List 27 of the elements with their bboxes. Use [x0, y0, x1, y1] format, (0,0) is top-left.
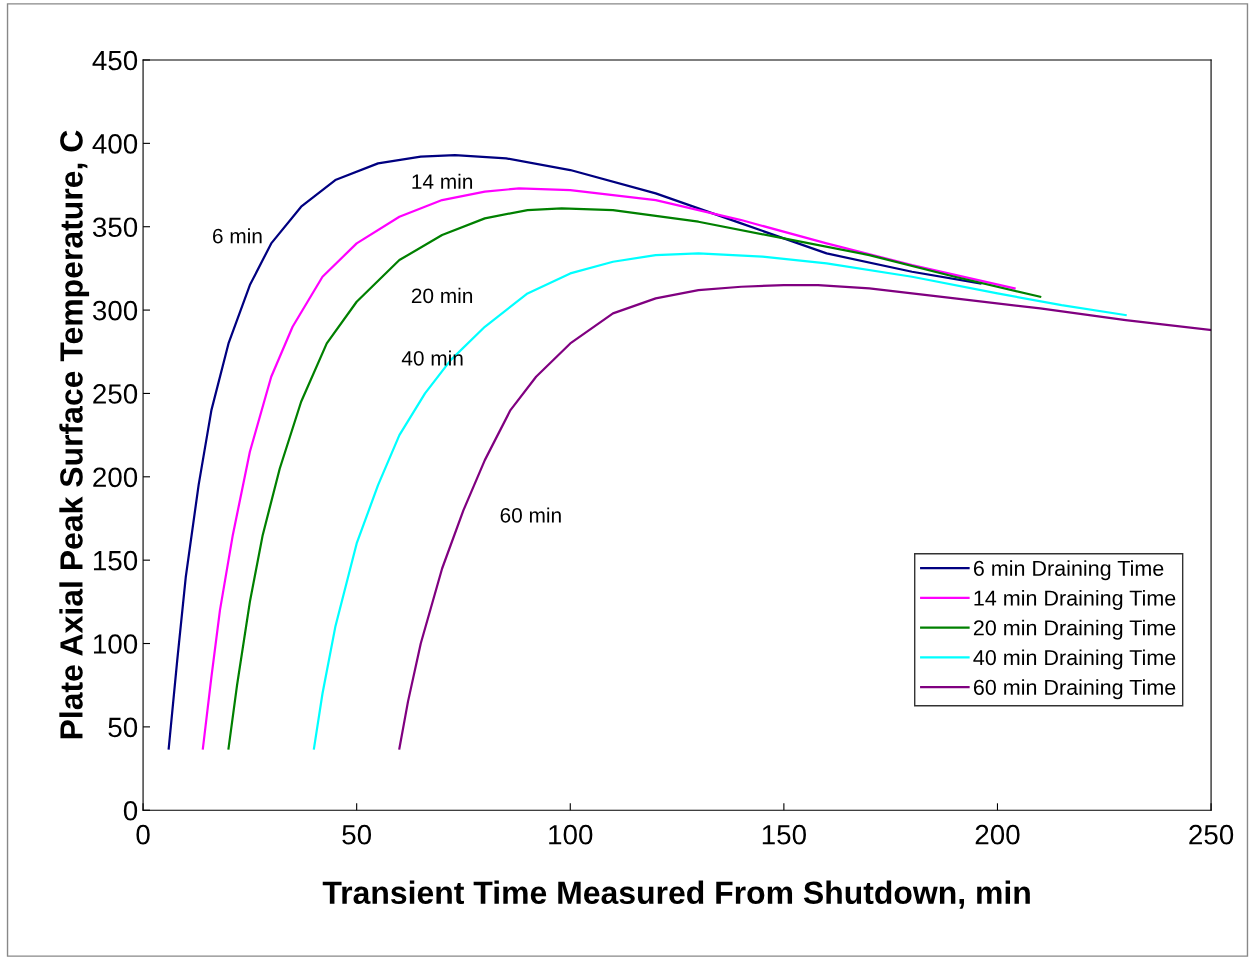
y-tick-label: 50: [108, 717, 138, 738]
annotation: 20 min: [411, 287, 473, 304]
legend-label: 40 min Draining Time: [973, 649, 1176, 670]
annotation: 6 min: [213, 228, 262, 244]
legend-label: 6 min Draining Time: [973, 560, 1164, 581]
y-tick-label: 350: [92, 217, 138, 238]
legend-label: 14 min Draining Time: [974, 589, 1176, 610]
y-axis-title: Plate Axial Peak Surface Temperature, C: [59, 130, 90, 739]
annotation: 60 min: [500, 507, 561, 523]
y-tick-label: 250: [93, 384, 138, 404]
x-tick-label: 150: [762, 824, 806, 845]
y-tick-label: 150: [93, 550, 138, 571]
y-tick-label: 450: [92, 50, 138, 71]
legend-label: 20 min Draining Time: [973, 619, 1176, 640]
annotation: 14 min: [412, 173, 473, 189]
x-axis-title: Transient Time Measured From Shutdown, min: [322, 880, 1030, 909]
y-tick-label: 300: [92, 300, 138, 321]
y-tick-label: 400: [92, 134, 138, 154]
legend-label: 60 min Draining Time: [973, 679, 1176, 700]
y-tick-label: 0: [123, 800, 138, 821]
x-tick-label: 100: [549, 824, 593, 845]
y-tick-label: 200: [93, 467, 138, 488]
x-tick-label: 250: [1189, 824, 1234, 845]
x-tick-label: 50: [342, 824, 372, 845]
x-tick-label: 200: [975, 824, 1020, 845]
line-series: [398, 283, 1212, 750]
y-tick-label: 100: [93, 634, 138, 654]
